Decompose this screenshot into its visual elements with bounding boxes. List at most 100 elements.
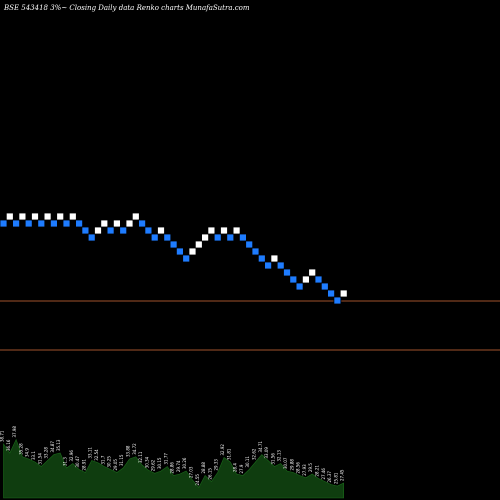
volume-label: 32.96 bbox=[69, 450, 74, 462]
volume-label: 31.77 bbox=[163, 453, 168, 465]
renko-brick-down bbox=[264, 261, 273, 270]
volume-label: 32.62 bbox=[252, 448, 257, 460]
renko-brick-down bbox=[314, 275, 323, 284]
volume-label: 34.87 bbox=[50, 441, 55, 453]
renko-brick-down bbox=[37, 219, 46, 228]
volume-label: 31.15 bbox=[119, 454, 124, 466]
volume-label: 35.28 bbox=[18, 443, 23, 455]
volume-label: 30.07 bbox=[283, 457, 288, 469]
renko-brick-up bbox=[220, 226, 228, 235]
renko-bricks bbox=[0, 212, 348, 305]
renko-brick-down bbox=[333, 296, 342, 305]
volume-label: 33.88 bbox=[126, 445, 131, 457]
renko-brick-down bbox=[251, 247, 260, 256]
volume-label: 29.62 bbox=[151, 459, 156, 471]
renko-brick-up bbox=[308, 268, 317, 277]
renko-brick-down bbox=[257, 254, 266, 263]
renko-brick-down bbox=[238, 233, 247, 242]
renko-brick-down bbox=[295, 282, 304, 291]
volume-label: 30.26 bbox=[182, 457, 187, 469]
renko-brick-down bbox=[150, 233, 159, 242]
level-lines bbox=[0, 300, 500, 351]
renko-brick-up bbox=[56, 212, 65, 221]
volume-label: 28.91 bbox=[81, 459, 86, 471]
renko-brick-down bbox=[182, 254, 191, 263]
volume-label: 28.88 bbox=[201, 462, 206, 474]
volume-label: 26.15 bbox=[207, 468, 212, 480]
volume-label: 33.11 bbox=[88, 447, 93, 459]
renko-brick-down bbox=[276, 261, 285, 270]
renko-brick-up bbox=[207, 226, 216, 235]
volume-label: 37.98 bbox=[12, 426, 17, 438]
volume-label: 31.54 bbox=[37, 453, 42, 465]
renko-brick-up bbox=[194, 240, 203, 249]
volume-label: 24.55 bbox=[195, 474, 200, 486]
renko-brick-down bbox=[50, 219, 58, 228]
volume-area-path bbox=[3, 438, 344, 499]
renko-brick-down bbox=[226, 233, 235, 242]
volume-label: 31.7 bbox=[100, 455, 105, 464]
renko-brick-up bbox=[100, 219, 109, 228]
volume-label: 26.37 bbox=[327, 471, 332, 483]
volume-label: 29.33 bbox=[214, 459, 219, 471]
volume-label: 27.93 bbox=[302, 464, 307, 476]
volume-label: 30.47 bbox=[75, 456, 80, 468]
volume-label: 28.56 bbox=[296, 462, 301, 474]
renko-brick-down bbox=[119, 226, 128, 235]
volume-label: 34.71 bbox=[258, 441, 263, 453]
renko-brick-down bbox=[175, 247, 184, 256]
volume-label: 31.56 bbox=[270, 453, 275, 465]
volume-label: 34.72 bbox=[132, 443, 137, 455]
renko-brick-down bbox=[138, 219, 147, 228]
renko-brick-down bbox=[283, 268, 291, 277]
volume-label: 27.03 bbox=[189, 466, 194, 478]
renko-brick-down bbox=[213, 233, 222, 242]
renko-brick-down bbox=[320, 282, 329, 291]
volume-label: 28.86 bbox=[170, 462, 175, 474]
volume-label: 38.71 bbox=[0, 430, 5, 442]
volume-label: 33.1 bbox=[31, 451, 36, 460]
renko-brick-down bbox=[62, 219, 71, 228]
chart-title: BSE 543418 3%~ Closing Daily data Renko … bbox=[3, 4, 250, 12]
volume-label: 35.13 bbox=[56, 439, 61, 451]
volume-label: 30.25 bbox=[107, 456, 112, 468]
volume-label: 32.11 bbox=[138, 451, 143, 463]
volume-label: 32.54 bbox=[94, 449, 99, 461]
renko-brick-up bbox=[5, 212, 14, 221]
renko-brick-down bbox=[81, 226, 90, 235]
volume-label: 30.11 bbox=[245, 456, 250, 468]
volume-label: 29.88 bbox=[289, 459, 294, 471]
renko-brick-down bbox=[24, 219, 33, 228]
renko-brick-up bbox=[201, 233, 210, 242]
renko-brick-up bbox=[94, 226, 102, 235]
renko-brick-down bbox=[87, 233, 96, 242]
volume-label: 27.9 bbox=[239, 464, 244, 473]
renko-brick-up bbox=[301, 275, 310, 284]
volume-label: 31.81 bbox=[226, 448, 231, 460]
renko-brick-down bbox=[327, 289, 336, 298]
renko-brick-down bbox=[245, 240, 254, 249]
renko-brick-up bbox=[113, 219, 121, 228]
volume-label: 28.4 bbox=[233, 463, 238, 472]
renko-brick-down bbox=[75, 219, 83, 228]
renko-brick-down bbox=[144, 226, 153, 235]
renko-brick-up bbox=[68, 212, 77, 221]
volume-label: 29.5 bbox=[308, 463, 313, 472]
volume-label: 36.16 bbox=[6, 439, 11, 451]
volume-label: 34.9 bbox=[25, 448, 30, 457]
renko-brick-down bbox=[289, 275, 298, 284]
volume-label: 31.3 bbox=[63, 457, 68, 466]
volume-label: 28.21 bbox=[315, 465, 320, 477]
volume-label: 30.15 bbox=[157, 457, 162, 469]
volume-label: 33.09 bbox=[264, 447, 269, 459]
renko-brick-down bbox=[12, 219, 21, 228]
volume-label: 29.74 bbox=[176, 460, 181, 472]
volume-label: 30.34 bbox=[144, 456, 149, 468]
renko-brick-up bbox=[125, 219, 134, 228]
renko-brick-up bbox=[232, 226, 241, 235]
renko-brick-down bbox=[169, 240, 178, 249]
renko-brick-up bbox=[188, 247, 197, 256]
